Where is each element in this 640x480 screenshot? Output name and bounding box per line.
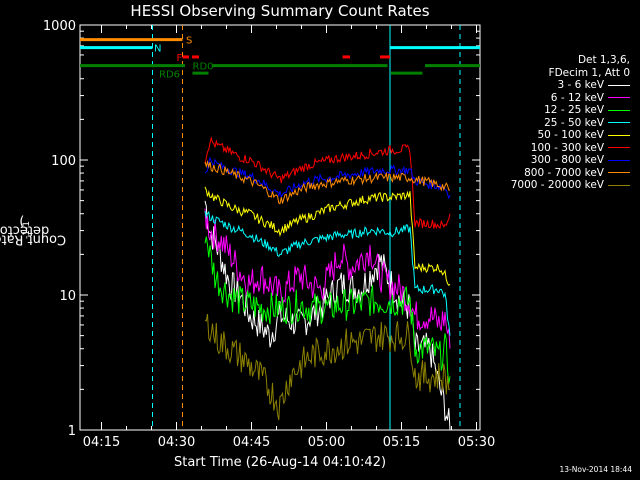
series-line bbox=[204, 236, 451, 384]
legend-item-label: 6 - 12 keV bbox=[550, 91, 604, 104]
legend-swatch bbox=[608, 172, 630, 174]
x-tick-label: 05:15 bbox=[383, 435, 420, 450]
x-axis-label: Start Time (26-Aug-14 04:10:42) bbox=[173, 455, 387, 470]
legend-item: 100 - 300 keV bbox=[511, 142, 630, 155]
legend-item: 800 - 7000 keV bbox=[511, 167, 630, 180]
legend-item: 6 - 12 keV bbox=[511, 92, 630, 105]
chart-title: HESSI Observing Summary Count Rates bbox=[130, 2, 430, 20]
legend-swatch bbox=[608, 84, 630, 86]
legend-item: 12 - 25 keV bbox=[511, 104, 630, 117]
legend-swatch bbox=[608, 184, 630, 186]
legend-items: 3 - 6 keV 6 - 12 keV 12 - 25 keV 25 - 50 ke… bbox=[511, 79, 630, 192]
y-tick-label: 10 bbox=[59, 289, 76, 304]
series-line bbox=[204, 159, 451, 205]
annotation-label: F bbox=[177, 53, 183, 64]
legend-item-label: 300 - 800 keV bbox=[530, 154, 604, 166]
annotation-label: RD6 bbox=[159, 70, 180, 81]
legend-item-label: 50 - 100 keV bbox=[537, 129, 604, 141]
legend-swatch bbox=[608, 147, 630, 149]
legend-item-label: 3 - 6 keV bbox=[557, 79, 604, 91]
x-tick-label: 04:15 bbox=[83, 435, 120, 450]
legend-item: 300 - 800 keV bbox=[511, 154, 630, 167]
x-tick-label: 05:30 bbox=[458, 435, 495, 450]
plot-frame bbox=[79, 24, 481, 431]
legend-header-1: Det 1,3,6, bbox=[577, 54, 630, 66]
legend-item: 25 - 50 keV bbox=[511, 117, 630, 130]
legend-item-label: 25 - 50 keV bbox=[544, 116, 604, 129]
legend-swatch bbox=[608, 97, 630, 99]
series-line bbox=[204, 200, 451, 431]
legend-swatch bbox=[608, 122, 630, 124]
legend-header-2: FDecim 1, Att 0 bbox=[548, 66, 630, 79]
legend-swatch bbox=[608, 134, 630, 136]
footer-timestamp: 13-Nov-2014 18:44 bbox=[559, 465, 632, 474]
legend-item-label: 800 - 7000 keV bbox=[524, 166, 604, 179]
annotation-label: S bbox=[186, 36, 192, 47]
legend-item-label: 12 - 25 keV bbox=[544, 104, 604, 116]
x-tick-label: 04:30 bbox=[158, 435, 195, 450]
y-tick-label: 1000 bbox=[43, 19, 76, 34]
annotation-label: N bbox=[154, 44, 161, 55]
x-tick-label: 05:00 bbox=[308, 435, 345, 450]
annotation-label: RD0 bbox=[193, 62, 214, 73]
legend-swatch bbox=[608, 109, 630, 111]
legend-item-label: 7000 - 20000 keV bbox=[510, 179, 604, 191]
legend-item: 3 - 6 keV bbox=[511, 79, 630, 92]
legend-item: 50 - 100 keV bbox=[511, 129, 630, 142]
series-line bbox=[204, 313, 451, 421]
x-tick-label: 04:45 bbox=[233, 435, 270, 450]
legend-swatch bbox=[608, 159, 630, 161]
legend-item-label: 100 - 300 keV bbox=[530, 141, 604, 154]
y-tick-label: 1 bbox=[68, 424, 76, 439]
legend: Det 1,3,6, FDecim 1, Att 0 3 - 6 keV 6 - … bbox=[511, 54, 630, 192]
series-line bbox=[204, 210, 451, 336]
series-line bbox=[204, 186, 451, 287]
y-tick-label: 100 bbox=[51, 154, 76, 169]
legend-item: 7000 - 20000 keV bbox=[511, 179, 630, 192]
series-line bbox=[204, 136, 451, 230]
series-line bbox=[204, 208, 451, 349]
